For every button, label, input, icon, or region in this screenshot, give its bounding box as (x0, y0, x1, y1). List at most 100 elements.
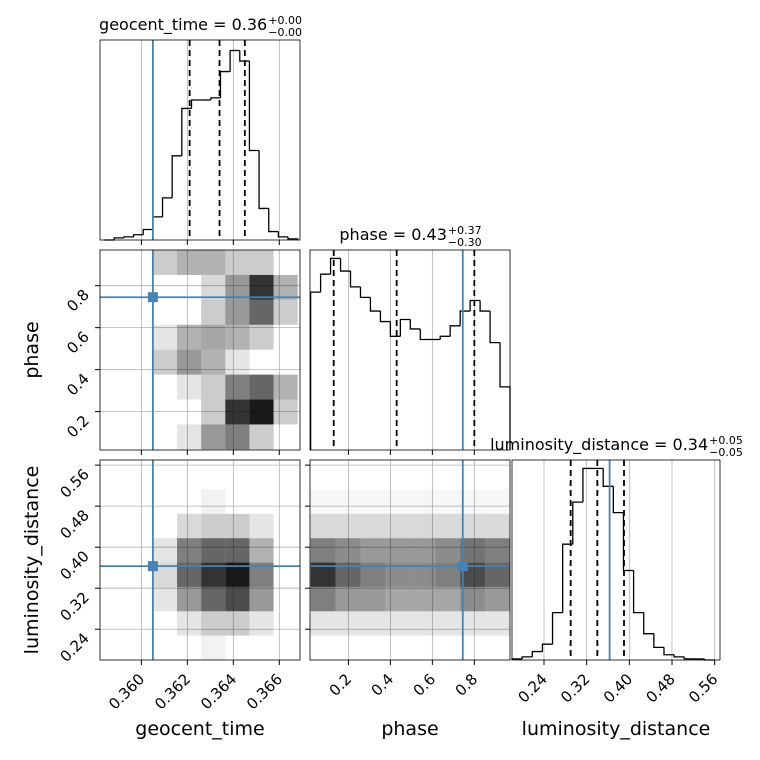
hist-step (582, 467, 594, 503)
density-cell (105, 300, 129, 325)
density-cell (360, 489, 385, 513)
density-cell (273, 374, 298, 400)
density-cell (225, 274, 250, 300)
hist-step (161, 197, 173, 217)
density-cell (105, 538, 129, 562)
x-tick-label: 0.364 (197, 670, 240, 713)
density-cell (485, 489, 510, 513)
hist-step (229, 49, 240, 72)
truth-marker (457, 561, 468, 572)
density-cell (105, 465, 129, 489)
density-cell (460, 636, 485, 660)
hist-step (602, 468, 614, 487)
title-minus: −0.00 (268, 26, 302, 39)
density-cell (249, 350, 273, 375)
density-cell (177, 611, 202, 636)
y-tick-label: 0.6 (63, 328, 93, 358)
title-plus: +0.00 (268, 14, 302, 27)
density-cell (249, 636, 273, 660)
hist-step (389, 321, 401, 337)
density-cell (385, 611, 411, 636)
density-cell (153, 514, 177, 538)
hist-step (309, 291, 321, 450)
panel-frame (511, 459, 721, 661)
density-cell (274, 587, 298, 611)
density-cell (105, 611, 129, 635)
density-cell (460, 538, 486, 563)
density-cell (460, 611, 486, 636)
density-cell (274, 465, 298, 489)
hist-step (339, 258, 351, 272)
hist-step (171, 155, 182, 198)
density-cell (360, 513, 386, 539)
hist-step (499, 342, 511, 450)
title-plus: +0.05 (709, 434, 743, 447)
density-cell (129, 611, 153, 635)
density-cell (485, 538, 510, 563)
density-cell (201, 349, 226, 375)
density-cell (177, 424, 202, 450)
density-cell (201, 274, 226, 300)
x-tick-label: 0.2 (326, 670, 356, 700)
y-tick-label: 0.32 (56, 588, 92, 624)
hist-step (551, 611, 563, 645)
density-cell (201, 250, 226, 275)
density-cell (177, 324, 202, 350)
hist-step (469, 299, 481, 312)
density-cell (485, 513, 510, 539)
x-tick-label: 0.24 (514, 670, 550, 706)
density-cell (435, 513, 461, 539)
density-cell (129, 400, 153, 425)
density-cell (153, 300, 177, 325)
hist-step (479, 300, 491, 312)
title-plus: +0.37 (448, 224, 482, 237)
density-cell (129, 514, 153, 538)
density-cell (105, 275, 129, 300)
density-cell (129, 489, 153, 513)
panel-frame (309, 459, 511, 661)
hist-step (268, 208, 279, 233)
y-tick-label: 0.2 (63, 412, 93, 442)
hist-step (152, 216, 163, 230)
density-cell (152, 538, 178, 563)
truth-marker (147, 561, 158, 572)
hist-step (419, 328, 431, 341)
density-cell (410, 586, 436, 612)
density-cell (177, 465, 201, 489)
density-cell (225, 374, 250, 400)
density-cell (152, 586, 178, 612)
density-cell (311, 465, 336, 489)
hist-step (287, 236, 299, 240)
density-cell (129, 300, 153, 325)
hist-step (409, 319, 421, 330)
hist-step (319, 273, 331, 293)
density-cell (249, 465, 273, 489)
density-cell (249, 399, 274, 425)
hist-step (572, 501, 583, 545)
density-cell (249, 611, 274, 636)
hist-step (643, 612, 654, 635)
density-cell (435, 586, 461, 612)
hist-step (439, 335, 451, 340)
title-minus: −0.30 (448, 236, 482, 249)
density-cell (129, 325, 153, 350)
density-cell (153, 375, 177, 400)
density-cell (249, 374, 274, 400)
density-cell (153, 636, 177, 660)
hist-step (239, 50, 250, 62)
density-cell (105, 636, 129, 660)
hist-step (132, 234, 144, 237)
x-tick-label: 0.56 (685, 670, 721, 706)
density-cell (274, 538, 298, 562)
hist-step (673, 654, 685, 658)
density-cell (177, 489, 201, 513)
x-axis-label: luminosity_distance (522, 718, 711, 740)
density-cell (105, 400, 129, 425)
hist-step (359, 286, 371, 299)
density-cell (201, 611, 226, 636)
x-tick-label: 0.4 (368, 670, 398, 700)
density-cell (311, 489, 336, 513)
density-cell (410, 513, 436, 539)
density-cell (335, 538, 361, 563)
density-cell (410, 465, 435, 489)
